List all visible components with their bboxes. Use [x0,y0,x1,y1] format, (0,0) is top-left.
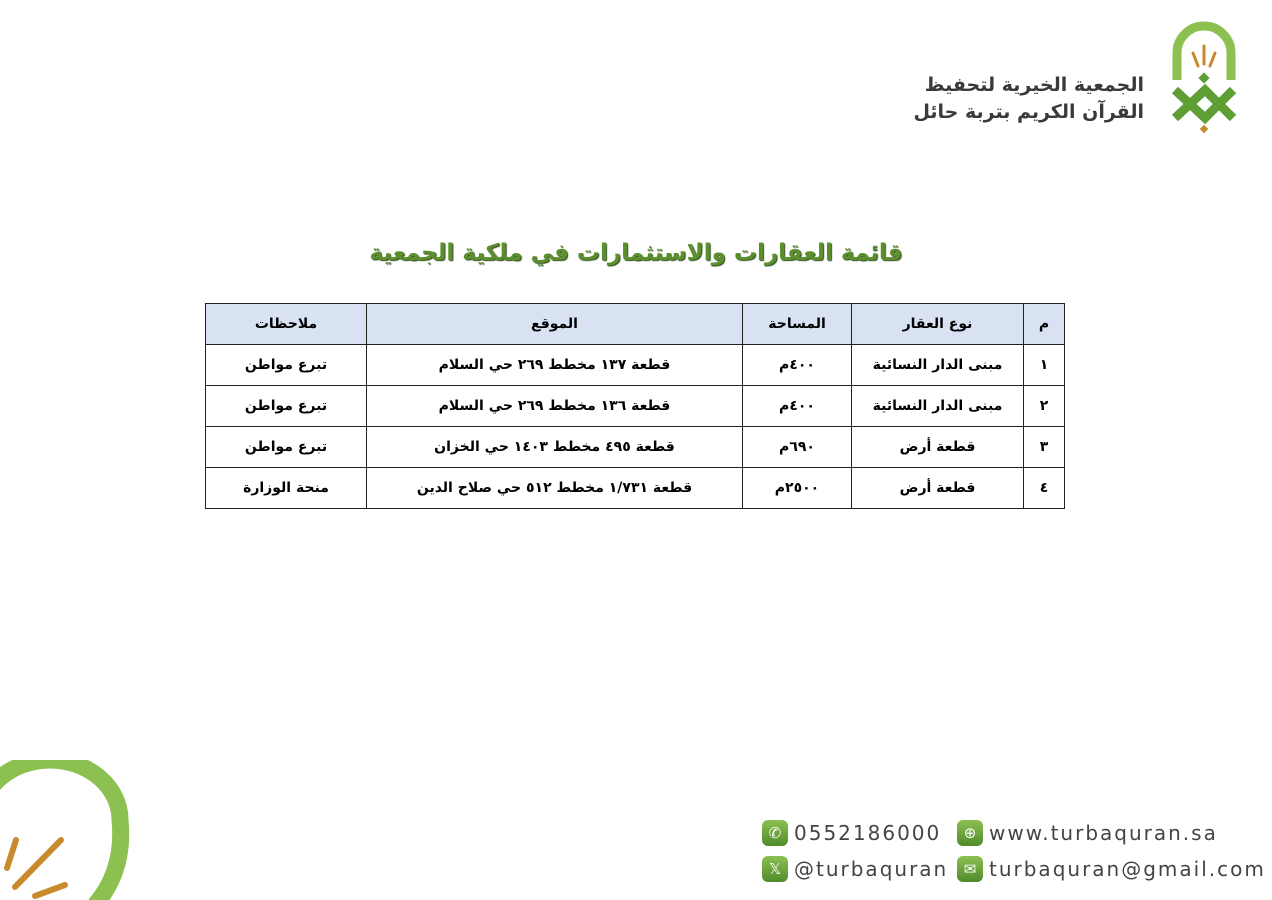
logo-icon [1171,21,1237,134]
property-type: قطعة أرض [851,467,1024,509]
property-type: مبنى الدار النسائية [851,344,1024,386]
twitter-contact[interactable]: 𝕏 @turbaquran [762,856,948,882]
twitter-handle: @turbaquran [794,857,949,881]
row-index: ٣ [1023,426,1065,468]
org-line-2: القرآن الكريم بتربة حائل [913,101,1144,123]
email-contact[interactable]: ✉ turbaquran@gmail.com [957,856,1266,882]
area: ٤٠٠م [742,344,852,386]
website-url: www.turbaquran.sa [989,821,1218,845]
mail-icon: ✉ [957,856,983,882]
area: ٤٠٠م [742,385,852,427]
phone-contact[interactable]: ✆ 0552186000 [762,820,941,846]
table-row: ٢ مبنى الدار النسائية ٤٠٠م قطعة ١٣٦ مخطط ٢٦… [205,385,1065,427]
notes: تبرع مواطن [205,426,367,468]
properties-table: م نوع العقار المساحة الموقع ملاحظات ١ مبن… [205,303,1065,509]
phone-number: 0552186000 [794,821,942,845]
table-row: ٤ قطعة أرض ٢٥٠٠م قطعة ١/٧٣١ مخطط ٥١٢ حي صلا… [205,467,1065,509]
property-type: مبنى الدار النسائية [851,385,1024,427]
org-line-1: الجمعية الخيرية لتحفيظ [924,74,1144,96]
area: ٦٩٠م [742,426,852,468]
header-index: م [1023,303,1065,345]
header-type: نوع العقار [851,303,1024,345]
phone-icon: ✆ [762,820,788,846]
property-type: قطعة أرض [851,426,1024,468]
header-area: المساحة [742,303,852,345]
location: قطعة ١٣٦ مخطط ٢٦٩ حي السلام [366,385,743,427]
row-index: ٢ [1023,385,1065,427]
decorative-logo-fragment-icon [0,760,130,900]
location: قطعة ٤٩٥ مخطط ١٤٠٣ حي الخزان [366,426,743,468]
website-contact[interactable]: ⊕ www.turbaquran.sa [957,820,1218,846]
x-twitter-icon: 𝕏 [762,856,788,882]
header-location: الموقع [366,303,743,345]
page-title: قائمة العقارات والاستثمارات في ملكية الج… [369,240,903,266]
row-index: ١ [1023,344,1065,386]
notes: تبرع مواطن [205,385,367,427]
table-header-row: م نوع العقار المساحة الموقع ملاحظات [205,303,1065,345]
email-address: turbaquran@gmail.com [989,857,1266,881]
row-index: ٤ [1023,467,1065,509]
organization-name: الجمعية الخيرية لتحفيظ القرآن الكريم بتر… [913,72,1144,126]
location: قطعة ١٣٧ مخطط ٢٦٩ حي السلام [366,344,743,386]
header-notes: ملاحظات [205,303,367,345]
notes: تبرع مواطن [205,344,367,386]
area: ٢٥٠٠م [742,467,852,509]
table-row: ١ مبنى الدار النسائية ٤٠٠م قطعة ١٣٧ مخطط ٢٦… [205,344,1065,386]
location: قطعة ١/٧٣١ مخطط ٥١٢ حي صلاح الدين [366,467,743,509]
globe-icon: ⊕ [957,820,983,846]
notes: منحة الوزارة [205,467,367,509]
table-row: ٣ قطعة أرض ٦٩٠م قطعة ٤٩٥ مخطط ١٤٠٣ حي الخزا… [205,426,1065,468]
